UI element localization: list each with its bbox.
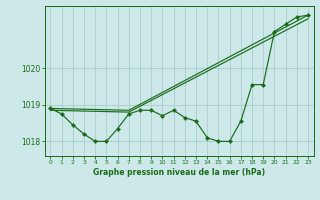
X-axis label: Graphe pression niveau de la mer (hPa): Graphe pression niveau de la mer (hPa)	[93, 168, 265, 177]
